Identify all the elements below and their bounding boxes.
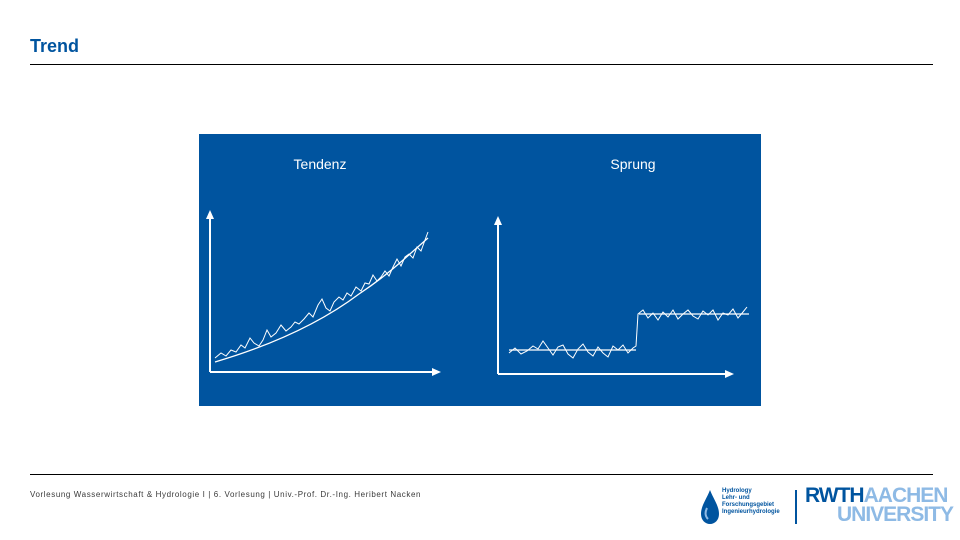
- aachen-wordmark: AACHEN: [863, 484, 949, 507]
- footer-text: Vorlesung Wasserwirtschaft & Hydrologie …: [30, 490, 422, 499]
- header-divider: [30, 64, 933, 65]
- water-drop-icon: [701, 490, 719, 524]
- hydro-line-1: Hydrology: [722, 488, 752, 494]
- sprung-x-arrow: [725, 370, 734, 378]
- hydro-line-3: Forschungsgebiet: [722, 502, 775, 508]
- footer-divider: [30, 474, 933, 475]
- logo-divider: [795, 490, 797, 524]
- rwth-wordmark: RWTH: [805, 484, 865, 507]
- rwth-aachen-logo: RWTHAACHEN UNIVERSITY: [805, 484, 954, 526]
- sprung-series-line: [508, 306, 748, 359]
- tendenz-trend-line: [214, 237, 429, 363]
- sprung-y-arrow: [494, 216, 502, 225]
- university-wordmark: UNIVERSITY: [837, 503, 954, 526]
- slide-title: Trend: [30, 36, 80, 56]
- hydro-line-4: Ingenieurhydrologie: [722, 509, 780, 515]
- tendenz-y-arrow: [206, 210, 214, 219]
- tendenz-series-line: [214, 231, 429, 359]
- hydrology-chair-logo-text: Hydrology Lehr- und Forschungsgebiet Ing…: [722, 488, 792, 516]
- sprung-label: Sprung: [610, 156, 655, 172]
- hydro-line-2: Lehr- und: [722, 495, 750, 501]
- trend-diagram-panel: Tendenz Sprung: [199, 134, 761, 406]
- trend-diagram: Tendenz Sprung: [206, 156, 749, 378]
- tendenz-label: Tendenz: [294, 156, 347, 172]
- tendenz-x-arrow: [432, 368, 441, 376]
